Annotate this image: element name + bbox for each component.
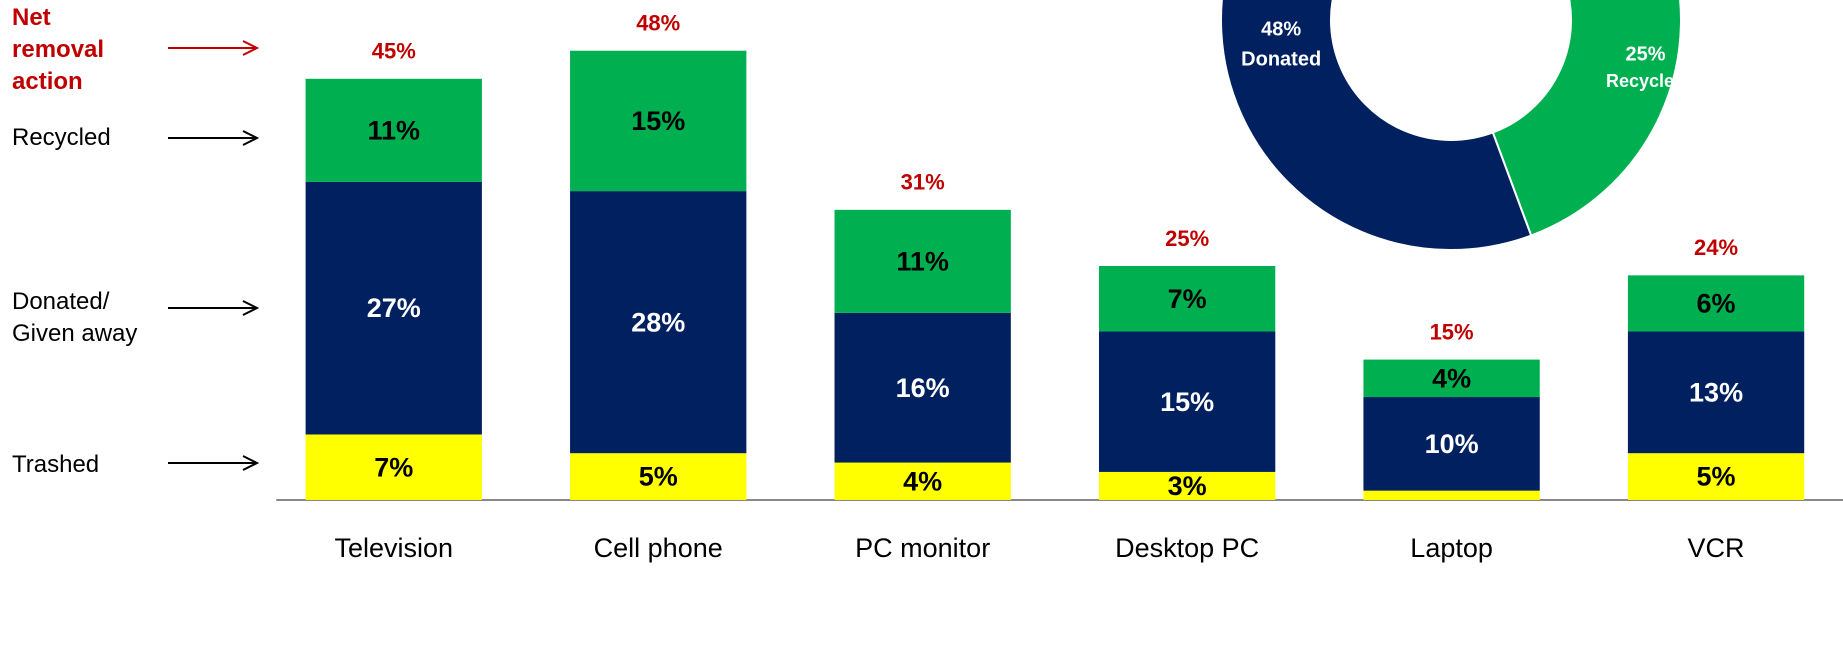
bar-segment	[570, 453, 747, 500]
bar-segment	[305, 434, 482, 500]
segment-label: 28%	[631, 307, 685, 337]
segment-label: 7%	[1168, 284, 1207, 314]
legend-arrowhead	[242, 130, 260, 146]
segment-label: 15%	[1160, 387, 1214, 417]
donut-slice	[1220, 0, 1533, 251]
bar-segment	[1363, 490, 1540, 500]
bar-segment	[1363, 397, 1540, 491]
legend-arrowhead	[242, 455, 260, 471]
bar-segment	[570, 191, 747, 454]
segment-label: 4%	[1432, 363, 1471, 393]
segment-label: 5%	[639, 462, 678, 492]
legend-arrowhead	[242, 300, 260, 316]
bar-segment	[1363, 359, 1540, 398]
legend-donated: Donated/ Given away	[12, 288, 138, 347]
bar-segment	[1098, 471, 1276, 500]
segment-label: 11%	[896, 246, 949, 276]
x-tick-label: Cell phone	[594, 533, 723, 563]
segment-label: 4%	[903, 466, 942, 496]
segment-label: 15%	[631, 106, 685, 136]
bar-segment	[1627, 275, 1805, 332]
legend-arrowhead	[242, 40, 260, 56]
bar-segment	[1098, 331, 1276, 472]
bar-segment	[305, 78, 482, 182]
legend-trashed: Trashed	[12, 451, 100, 478]
segment-label: 13%	[1689, 377, 1743, 407]
bar-segment	[1627, 453, 1805, 500]
x-tick-label: PC monitor	[855, 533, 990, 563]
segment-label: 7%	[374, 452, 413, 482]
total-label: 31%	[901, 170, 945, 195]
bar-segment	[834, 209, 1011, 313]
slice-value: 48%	[1261, 18, 1301, 40]
total-label: 25%	[1165, 226, 1209, 251]
bar-segment	[570, 50, 747, 192]
donut-slice	[1491, 0, 1682, 237]
segment-label: 10%	[1425, 429, 1479, 459]
x-tick-label: Laptop	[1410, 533, 1493, 563]
total-label: 45%	[372, 39, 416, 64]
slice-name: Donated	[1241, 48, 1321, 70]
total-label: 15%	[1430, 319, 1474, 344]
segment-label: 16%	[896, 373, 950, 403]
segment-label: 5%	[1697, 462, 1736, 492]
segment-label: 3%	[1168, 471, 1207, 501]
bar-segment	[834, 462, 1011, 500]
bar-segment	[1098, 266, 1276, 332]
total-label: 24%	[1694, 235, 1738, 260]
x-tick-label: Television	[334, 533, 453, 563]
segment-label: 6%	[1697, 289, 1736, 319]
bar-segment	[1627, 331, 1805, 454]
segment-label: 27%	[367, 293, 421, 323]
segment-label: 11%	[367, 115, 420, 145]
slice-name: Recycled	[1606, 71, 1685, 91]
bar-segment	[305, 181, 482, 435]
slice-value: 25%	[1626, 43, 1666, 65]
legend-net: Net removal action	[12, 4, 105, 95]
legend-recycled: Recycled	[12, 124, 111, 151]
bar-segment	[834, 312, 1011, 463]
x-tick-label: VCR	[1688, 533, 1745, 563]
x-tick-label: Desktop PC	[1115, 533, 1259, 563]
total-label: 48%	[636, 11, 680, 36]
